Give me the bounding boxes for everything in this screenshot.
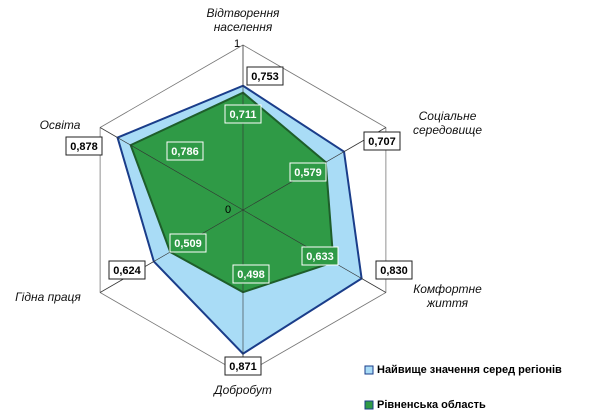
value-label-box xyxy=(166,141,204,161)
value-label-box xyxy=(232,264,270,284)
category-label: Освіта xyxy=(39,118,81,132)
value-label-box xyxy=(246,66,284,86)
category-label: Відтворення населення xyxy=(206,6,280,34)
value-label-box xyxy=(301,246,339,266)
value-label: 0,830 xyxy=(380,265,408,277)
value-label-box xyxy=(169,233,207,253)
value-label: 0,509 xyxy=(174,238,202,250)
category-label: Соціальне середовище xyxy=(412,109,483,137)
value-label: 0,498 xyxy=(237,269,265,281)
value-label: 0,753 xyxy=(251,71,279,83)
tick-label: 1 xyxy=(234,38,240,50)
category-label: Добробут xyxy=(214,383,272,397)
value-label: 0,633 xyxy=(306,251,334,263)
legend-label: Найвище значення серед регіонів xyxy=(377,364,562,376)
legend-swatch xyxy=(364,365,374,375)
value-label: 0,786 xyxy=(171,146,199,158)
value-label: 0,707 xyxy=(368,136,396,148)
legend-swatch xyxy=(364,400,374,410)
value-label-box xyxy=(224,104,262,124)
value-label-box xyxy=(224,356,262,376)
value-label-box xyxy=(375,260,413,280)
legend-label: Рівненська область xyxy=(377,399,486,411)
value-label: 0,871 xyxy=(229,361,257,373)
tick-label: 0 xyxy=(225,204,231,216)
value-label-box xyxy=(363,131,401,151)
value-label-box xyxy=(65,136,103,156)
value-label: 0,624 xyxy=(113,265,141,277)
category-label: Комфортне життя xyxy=(413,282,482,310)
category-label: Гідна праця xyxy=(15,290,81,304)
value-label: 0,878 xyxy=(70,141,98,153)
value-label-box xyxy=(289,162,327,182)
spoke xyxy=(99,127,244,211)
value-label: 0,711 xyxy=(230,109,257,121)
value-label: 0,579 xyxy=(294,167,322,179)
value-label-box xyxy=(108,260,146,280)
